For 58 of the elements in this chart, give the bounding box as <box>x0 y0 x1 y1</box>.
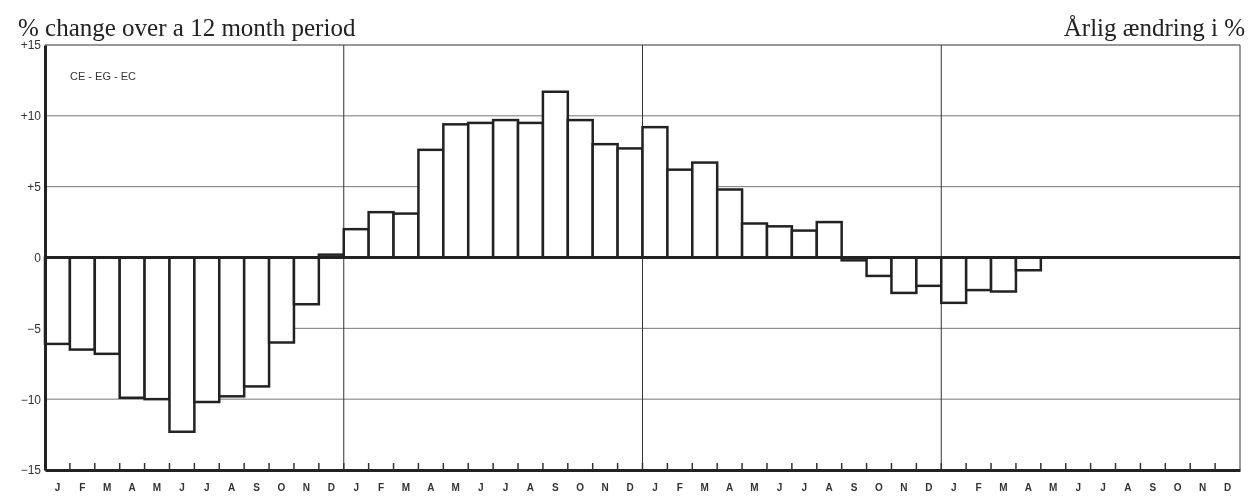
y-tick-label: +15 <box>20 38 42 53</box>
x-tick-label: D <box>327 482 335 494</box>
x-tick-label: D <box>925 482 933 494</box>
x-tick-label: A <box>726 482 734 494</box>
x-tick-label: J <box>179 482 185 494</box>
x-tick-label: O <box>1173 482 1182 494</box>
x-tick-label: A <box>128 482 136 494</box>
x-tick-label: A <box>427 482 435 494</box>
x-tick-label: A <box>228 482 236 494</box>
x-tick-label: F <box>975 482 982 494</box>
x-tick-label: N <box>900 482 908 494</box>
x-tick-label: A <box>1124 482 1132 494</box>
y-tick-label: 0 <box>34 250 42 265</box>
chart-subtitle: Årlig ændring i % <box>1063 14 1245 41</box>
x-tick-label: M <box>152 482 162 494</box>
x-tick-label: J <box>801 482 808 494</box>
x-tick-label: N <box>601 482 609 494</box>
x-tick-label: A <box>526 482 535 494</box>
y-tick-label: −15 <box>20 463 42 478</box>
y-tick-label: −10 <box>20 392 42 407</box>
x-tick-label: F <box>378 482 385 494</box>
x-tick-label: S <box>552 482 560 494</box>
x-tick-label: A <box>825 482 833 494</box>
x-tick-label: S <box>850 482 858 494</box>
x-tick-label: A <box>1024 482 1032 494</box>
annotation: CE - EG - EC <box>70 70 137 82</box>
x-tick-label: O <box>875 482 884 494</box>
x-tick-label: J <box>353 482 359 494</box>
x-tick-label: M <box>750 482 759 494</box>
x-tick-label: S <box>1149 482 1157 494</box>
x-tick-label: J <box>950 482 957 494</box>
x-tick-label: O <box>576 482 585 494</box>
x-tick-label: J <box>477 482 484 494</box>
x-tick-label: M <box>1049 482 1058 494</box>
x-tick-label: N <box>1199 482 1207 494</box>
x-tick-label: J <box>54 482 61 494</box>
x-tick-label: M <box>700 482 709 494</box>
y-tick-label: +5 <box>27 180 42 195</box>
y-tick-label: −5 <box>27 321 42 336</box>
x-tick-label: S <box>253 482 261 494</box>
x-tick-label: F <box>676 482 683 494</box>
x-tick-label: N <box>302 482 311 494</box>
x-tick-label: J <box>1100 482 1106 494</box>
x-tick-label: J <box>1075 482 1081 494</box>
x-tick-label: O <box>277 482 286 494</box>
x-tick-label: D <box>1223 482 1232 494</box>
chart-title: % change over a 12 month period <box>18 14 356 41</box>
x-tick-label: J <box>776 482 783 494</box>
x-tick-label: D <box>626 482 634 494</box>
y-tick-label: +10 <box>20 109 42 124</box>
x-tick-label: F <box>79 482 86 494</box>
x-tick-label: M <box>401 482 411 494</box>
x-tick-label: M <box>103 482 112 494</box>
x-tick-label: M <box>999 482 1008 494</box>
x-tick-label: M <box>451 482 460 494</box>
x-tick-label: J <box>652 482 658 494</box>
x-tick-label: J <box>204 482 210 494</box>
x-tick-label: J <box>502 482 509 494</box>
